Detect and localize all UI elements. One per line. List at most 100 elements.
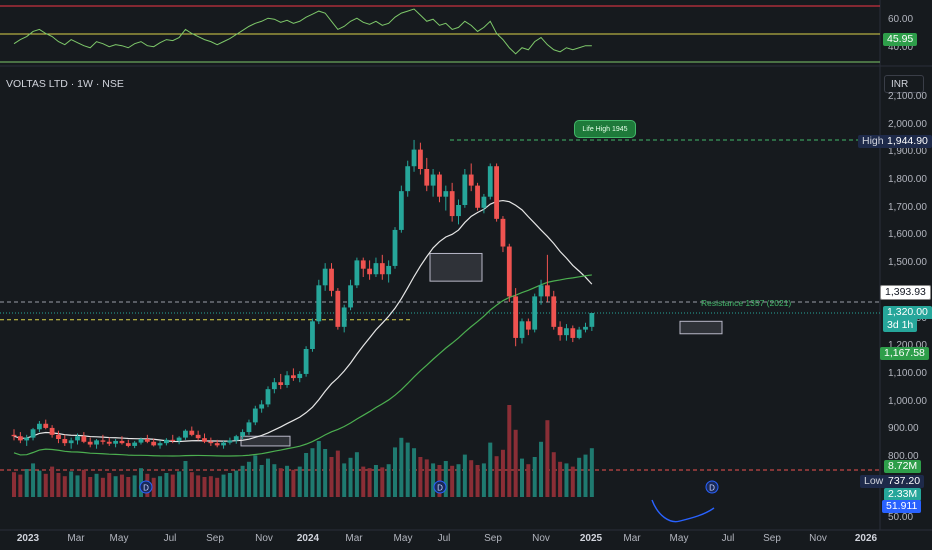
volume-bar [113, 476, 118, 497]
currency-selector[interactable]: INR [884, 75, 924, 93]
volume-bar [380, 467, 385, 497]
candle-body [519, 321, 525, 338]
volume-bar [361, 466, 366, 497]
candle-body [68, 440, 74, 444]
candle-body [481, 196, 487, 208]
candle-body [271, 382, 277, 390]
volume-bar [462, 454, 467, 497]
candle-body [430, 174, 436, 186]
volume-bar [526, 464, 531, 497]
volume-bar [196, 475, 201, 497]
time-axis-label: Jul [437, 533, 451, 544]
time-axis-label: Nov [255, 533, 273, 544]
consolidation-box [679, 320, 723, 335]
time-axis-label: May [393, 533, 413, 544]
time-axis-label: Mar [67, 533, 85, 544]
volume-bar [316, 441, 321, 497]
candle-body [392, 229, 398, 266]
time-axis-label: 2026 [854, 533, 878, 544]
candle-body [589, 313, 595, 327]
volume-bar [151, 477, 156, 497]
candle-body [322, 268, 328, 286]
time-axis-label: 2024 [296, 533, 320, 544]
rsi-value-tag: 45.95 [883, 33, 918, 46]
life-high-annotation[interactable]: Life High 1945 [574, 120, 636, 138]
volume-bar [399, 437, 404, 497]
volume-bar [253, 455, 258, 497]
volume-bar [246, 461, 251, 497]
candle-body [94, 440, 99, 445]
candle-body [462, 174, 468, 205]
volume-bar [18, 474, 23, 497]
candle-body [405, 166, 411, 192]
price-axis-label: 1,700.00 [888, 201, 927, 213]
volume-bar [583, 454, 588, 497]
volume-bar [469, 460, 474, 497]
candle-body [214, 443, 220, 446]
volume-bar [291, 469, 296, 497]
volume-bar [164, 473, 169, 497]
volume-bar [139, 468, 143, 497]
candle-body [348, 285, 353, 308]
candle-body [310, 321, 315, 349]
candle-body [81, 436, 87, 442]
price-axis-label: 1,600.00 [888, 229, 927, 241]
countdown-tag: 3d 1h [883, 319, 918, 332]
volume-bar [520, 458, 524, 497]
time-axis-label: Nov [532, 533, 550, 544]
volume-bar [323, 449, 328, 497]
volume-value-tag: 8.72M [884, 460, 922, 473]
candle-body [583, 326, 588, 330]
time-axis-label: Jul [163, 533, 177, 544]
volume-bar [208, 476, 213, 497]
volume-bar [12, 472, 16, 497]
volume-bar [450, 465, 455, 497]
candle-body [56, 434, 61, 439]
candle-body [564, 328, 569, 336]
volume-bar [69, 471, 74, 497]
volume-bar [539, 441, 544, 497]
volume-bar [215, 477, 220, 497]
candle-body [17, 436, 23, 441]
volume-bar [126, 477, 131, 497]
rsi-line [13, 8, 592, 55]
volume-bar [24, 469, 29, 497]
price-axis-label: 1,100.00 [888, 367, 927, 379]
volume-bar [170, 474, 175, 497]
volume-bar [393, 447, 397, 497]
candle-body [151, 441, 157, 446]
candle-body [456, 205, 461, 217]
volume-bar [577, 457, 582, 497]
volume-bar [75, 475, 80, 497]
volume-bar [202, 477, 207, 497]
candle-body [176, 437, 182, 441]
candle-body [316, 285, 322, 322]
volume-bar [304, 453, 309, 497]
candle-body [437, 174, 442, 197]
volume-axis-label: 50.00 [888, 512, 914, 523]
time-axis-label: Sep [484, 533, 502, 544]
volume-bar [418, 457, 423, 497]
candle-body [303, 349, 309, 374]
candle-body [125, 443, 131, 446]
candle-body [30, 429, 36, 438]
volume-bar [405, 442, 410, 497]
volume-bar [367, 468, 372, 497]
candle-body [183, 430, 188, 438]
volume-bar [424, 459, 429, 497]
oscillator-line [651, 499, 715, 523]
candle-body [557, 326, 563, 336]
volume-bar [443, 461, 448, 497]
volume-bar [272, 464, 277, 497]
last-price-tag: 1,320.00 [883, 306, 932, 319]
low-value-tag: 737.20 [884, 475, 925, 488]
candle-body [208, 441, 214, 444]
volume-bar [564, 463, 569, 497]
candle-body [386, 265, 392, 275]
consolidation-box [240, 435, 291, 447]
volume-bar [94, 473, 99, 497]
price-axis-label: 1,500.00 [888, 257, 927, 269]
candle-body [500, 218, 506, 247]
candle-body [278, 382, 284, 385]
